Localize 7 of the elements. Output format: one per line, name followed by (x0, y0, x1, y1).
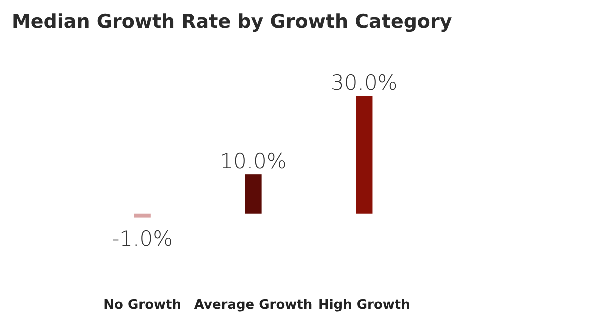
x-tick-label: No Growth (104, 298, 182, 313)
chart-title: Median Growth Rate by Growth Category (12, 11, 453, 33)
data-label: 10.0% (220, 150, 287, 174)
data-label: 30.0% (331, 71, 398, 95)
x-tick-label: High Growth (318, 298, 410, 313)
x-tick-label: Average Growth (194, 298, 313, 313)
data-label: -1.0% (112, 226, 174, 251)
